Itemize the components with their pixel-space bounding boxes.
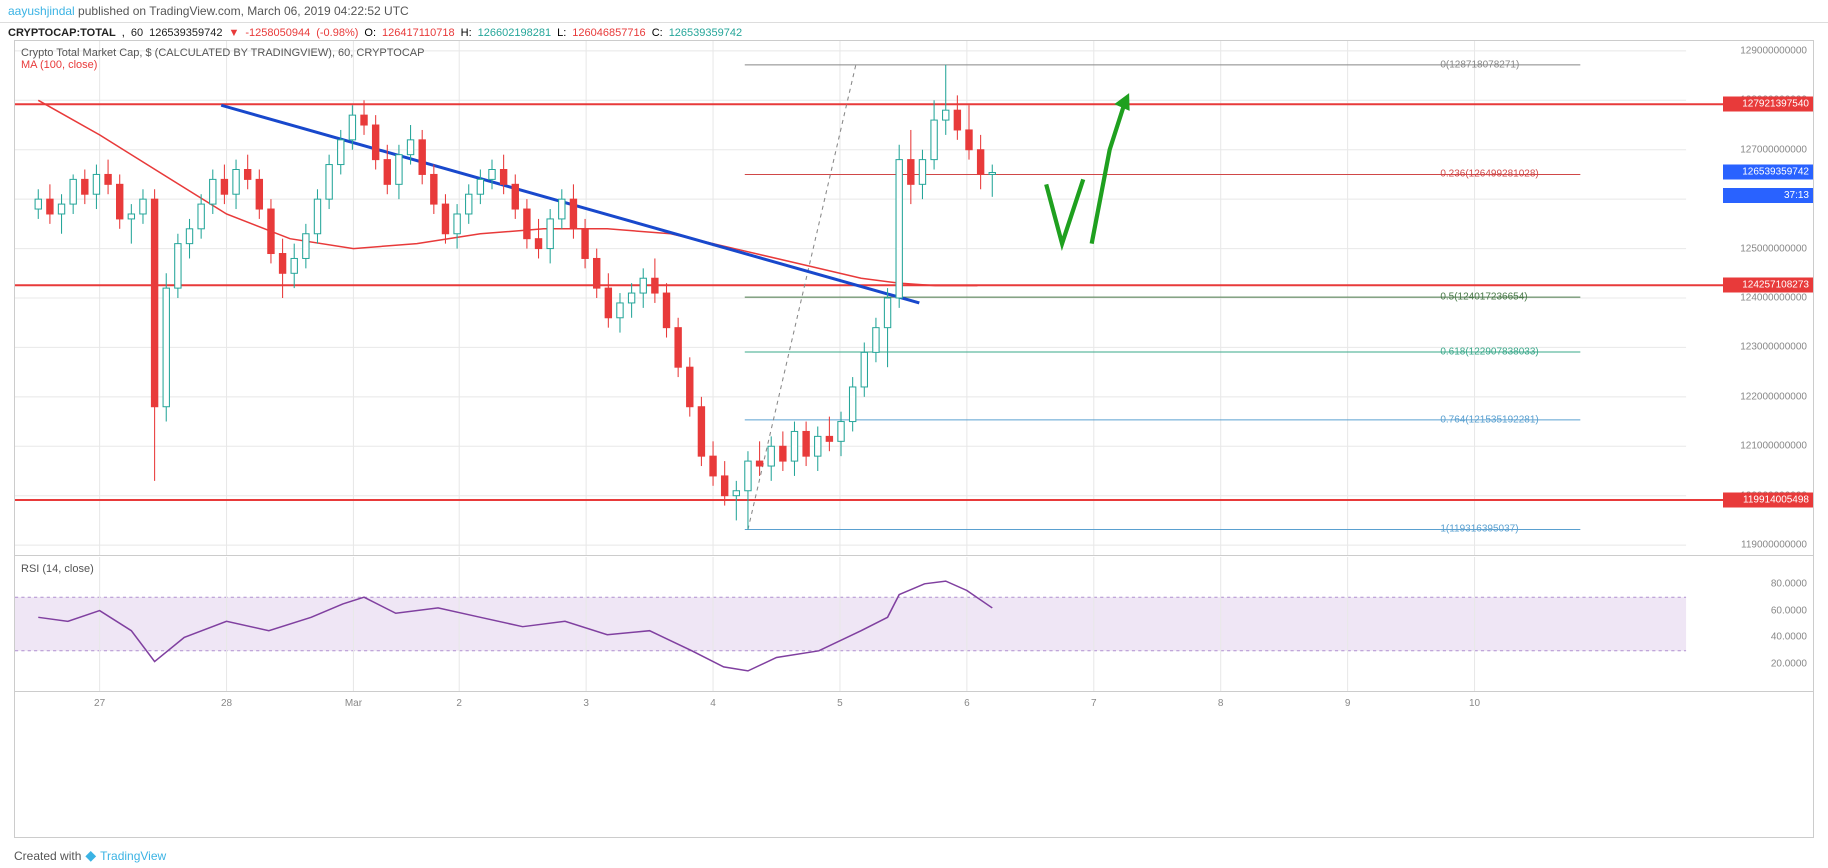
y-tick: 119000000000 xyxy=(1741,540,1807,551)
change: -1258050944 xyxy=(245,27,310,39)
rsi-tick: 20.0000 xyxy=(1771,659,1807,670)
time-axis: 27 28 Mar 2 3 4 5 6 7 8 9 10 xyxy=(15,692,1813,837)
author[interactable]: aayushjindal xyxy=(8,4,75,18)
current-price-tag: 126539359742 xyxy=(1723,165,1813,180)
tradingview-icon: ◆ xyxy=(85,847,96,864)
x-tick: 4 xyxy=(710,698,716,709)
price-tag: 119914005498 xyxy=(1723,492,1813,507)
fib-label: 0.618(122907838033) xyxy=(1440,346,1538,357)
publish-text: published on TradingView.com, March 06, … xyxy=(75,4,409,18)
x-tick: 27 xyxy=(94,698,105,709)
fib-label: 1(119316395037) xyxy=(1440,524,1518,535)
rsi-tick: 60.0000 xyxy=(1771,605,1807,616)
price-tag: 124257108273 xyxy=(1723,278,1813,293)
x-tick: 2 xyxy=(456,698,462,709)
x-tick: 28 xyxy=(221,698,232,709)
y-tick: 124000000000 xyxy=(1740,293,1807,304)
brand[interactable]: TradingView xyxy=(100,849,166,863)
ohlc-open: 126417110718 xyxy=(382,27,455,39)
fib-label: 0.236(126499281028) xyxy=(1440,169,1538,180)
rsi-label: RSI (14, close) xyxy=(21,563,94,575)
ohlc-close: 126539359742 xyxy=(669,27,742,39)
x-tick: 7 xyxy=(1091,698,1097,709)
y-tick: 123000000000 xyxy=(1740,342,1807,353)
ohlc-low: 126046857716 xyxy=(572,27,645,39)
footer: Created with ◆ TradingView xyxy=(14,847,166,864)
x-tick: Mar xyxy=(345,698,362,709)
rsi-tick: 40.0000 xyxy=(1771,632,1807,643)
price-tag: 127921397540 xyxy=(1723,97,1813,112)
ohlc-high: 126602198281 xyxy=(478,27,551,39)
x-tick: 6 xyxy=(964,698,970,709)
main-chart[interactable]: Crypto Total Market Cap, $ (CALCULATED B… xyxy=(14,40,1814,838)
rsi-tick: 80.0000 xyxy=(1771,578,1807,589)
y-tick: 122000000000 xyxy=(1740,391,1807,402)
change-pct: (-0.98%) xyxy=(316,27,358,39)
x-tick: 10 xyxy=(1469,698,1480,709)
fib-label: 0(128718078271) xyxy=(1440,59,1519,70)
y-tick: 121000000000 xyxy=(1740,441,1807,452)
x-tick: 8 xyxy=(1218,698,1224,709)
x-tick: 9 xyxy=(1345,698,1351,709)
rsi-pane[interactable]: RSI (14, close) 80.0000 60.0000 40.0000 20.… xyxy=(15,557,1813,692)
countdown: 37:13 xyxy=(1723,188,1813,203)
x-tick: 5 xyxy=(837,698,843,709)
y-tick: 129000000000 xyxy=(1740,45,1807,56)
y-tick: 127000000000 xyxy=(1740,144,1807,155)
timeframe: 60 xyxy=(131,27,143,39)
price-pane-title: Crypto Total Market Cap, $ (CALCULATED B… xyxy=(21,47,424,71)
last-price: 126539359742 xyxy=(149,27,222,39)
publish-header: aayushjindal published on TradingView.co… xyxy=(0,0,1828,23)
x-tick: 3 xyxy=(583,698,589,709)
y-tick: 125000000000 xyxy=(1740,243,1807,254)
down-arrow-icon: ▼ xyxy=(229,27,240,39)
price-pane[interactable]: Crypto Total Market Cap, $ (CALCULATED B… xyxy=(15,41,1813,556)
symbol: CRYPTOCAP:TOTAL xyxy=(8,27,116,39)
fib-label: 0.5(124017236654) xyxy=(1440,292,1527,303)
fib-label: 0.764(121535192281) xyxy=(1440,414,1538,425)
